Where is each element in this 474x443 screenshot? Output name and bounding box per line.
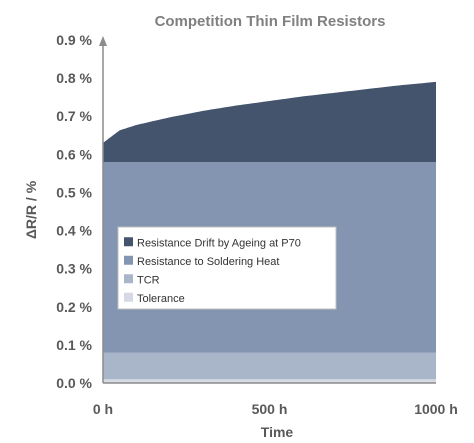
y-tick-label: 0.4 % xyxy=(56,223,92,239)
y-tick-label: 0.1 % xyxy=(56,337,92,353)
y-tick-label: 0.3 % xyxy=(56,261,92,277)
y-axis-arrow xyxy=(99,36,107,46)
y-tick-label: 0.5 % xyxy=(56,184,92,200)
y-tick-label: 0.7 % xyxy=(56,108,92,124)
y-axis-label: ΔR/R / % xyxy=(23,180,39,239)
chart-title: Competition Thin Film Resistors xyxy=(155,13,386,30)
y-tick-label: 0.8 % xyxy=(56,70,92,86)
x-tick-label: 1000 h xyxy=(414,401,458,417)
legend-label-resistance-to-soldering-heat: Resistance to Soldering Heat xyxy=(137,256,279,268)
y-tick-label: 0.9 % xyxy=(56,32,92,48)
legend-label-tolerance: Tolerance xyxy=(137,293,185,305)
area-tcr xyxy=(103,352,436,380)
x-tick-label: 500 h xyxy=(252,401,288,417)
legend-box xyxy=(117,226,337,310)
x-tick-label: 0 h xyxy=(93,401,113,417)
legend-swatch-resistance-drift-by-ageing-at-p70 xyxy=(124,237,133,247)
y-tick-labels: 0.0 % 0.1 % 0.2 % 0.3 % 0.4 % 0.5 % 0.6 % 0.7 %… xyxy=(56,32,92,391)
legend-swatch-resistance-to-soldering-heat xyxy=(124,255,133,265)
x-axis-label: Time xyxy=(261,424,294,440)
x-tick-labels: 0 h 500 h 1000 h xyxy=(93,401,458,417)
legend-label-tcr: TCR xyxy=(137,274,160,286)
legend: Resistance Drift by Ageing at P70 Resista… xyxy=(117,226,337,310)
legend-label-resistance-drift-by-ageing-at-p70: Resistance Drift by Ageing at P70 xyxy=(137,237,301,249)
y-tick-label: 0.6 % xyxy=(56,146,92,162)
y-tick-label: 0.2 % xyxy=(56,299,92,315)
area-resistance-drift-by-ageing-at-p70 xyxy=(103,81,436,162)
legend-swatch-tolerance xyxy=(124,292,133,302)
area-tolerance xyxy=(103,379,436,383)
legend-swatch-tcr xyxy=(124,274,133,284)
y-tick-label: 0.0 % xyxy=(56,375,92,391)
